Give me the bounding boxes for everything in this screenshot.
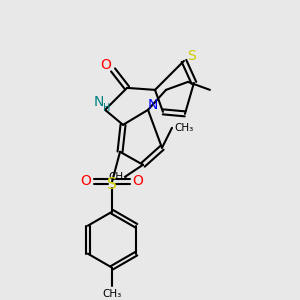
Text: S: S <box>188 49 196 63</box>
Text: N: N <box>94 95 104 109</box>
Text: CH₃: CH₃ <box>102 289 122 298</box>
Text: N: N <box>148 98 158 112</box>
Text: S: S <box>107 177 117 192</box>
Text: CH₃: CH₃ <box>108 172 128 182</box>
Text: O: O <box>81 174 92 188</box>
Text: CH₃: CH₃ <box>174 123 194 133</box>
Text: O: O <box>100 58 112 72</box>
Text: O: O <box>133 174 143 188</box>
Text: H: H <box>103 103 111 113</box>
